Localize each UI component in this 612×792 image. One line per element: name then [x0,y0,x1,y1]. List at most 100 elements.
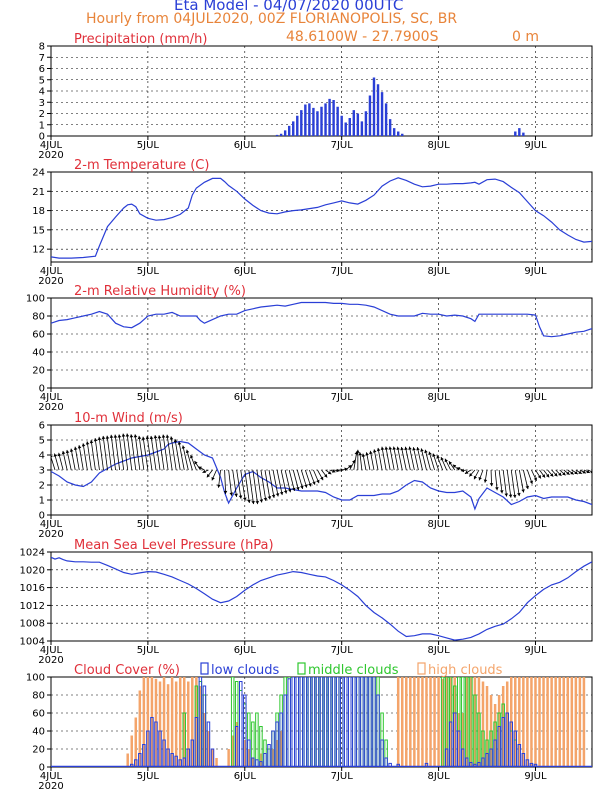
precip-bar [287,125,291,136]
wind-vector [284,469,291,493]
high-cloud-bar [465,677,469,767]
wind-arrowhead [243,497,247,501]
wind-arrowhead [582,470,586,474]
wind-vector [174,438,181,471]
high-cloud-bar [477,677,481,767]
y-tick-label: 1016 [20,583,45,594]
precip-bar [352,110,356,136]
low-cloud-bar [380,739,384,767]
wind-arrowhead [504,493,509,497]
low-cloud-bar [364,677,368,767]
y-tick-label: 1004 [20,637,45,648]
panel-data [51,677,592,767]
wind-vector [134,434,141,471]
x-tick-year: 2020 [38,150,63,161]
low-cloud-bar [372,677,376,767]
wind-vector [66,449,72,471]
wind-vector [393,446,399,471]
wind-arrowhead [525,485,530,490]
wind-arrowhead [537,475,541,479]
x-tick-label: 6JUL [234,519,257,530]
wind-vector [272,469,279,497]
wind-arrowhead [169,436,174,440]
precip-bar [316,111,319,136]
low-cloud-bar [243,694,247,767]
high-cloud-bar [497,695,501,767]
low-cloud-bar [190,739,195,767]
high-cloud-bar [142,677,146,767]
wind-vector [236,469,242,499]
middle-cloud-bar [384,739,388,767]
wind-arrowhead [332,469,336,473]
high-cloud-bar [203,713,206,767]
wind-arrowhead [292,487,296,491]
x-tick-label: 6JUL [234,392,257,403]
low-cloud-bar [505,712,509,767]
wind-vector [106,435,112,471]
panel-frame [50,551,593,642]
wind-vector [494,469,498,491]
wind-arrowhead [517,492,521,497]
wind-arrowhead [400,446,404,451]
wind-vector [122,433,129,471]
panel-5: 1004 1008 1012 1016 1020 1024 4JUL2020 5JUL 6JUL… [20,538,593,666]
panel-frame [50,171,593,263]
wind-vector [224,469,227,494]
high-cloud-bar [409,677,412,767]
wind-arrowhead [508,494,513,498]
y-tick-label: 24 [32,168,45,179]
low-cloud-bar [376,694,380,767]
low-cloud-bar [323,677,328,767]
wind-arrowhead [296,486,300,491]
low-cloud-bar [335,677,340,767]
x-tick-label: 4JUL [40,519,63,530]
high-cloud-bar [578,677,582,767]
wind-vector [268,469,275,499]
x-tick-year: 2020 [38,276,63,287]
wind-arrowhead [412,447,416,451]
wind-vector [502,469,508,497]
wind-arrowhead [424,449,428,454]
panel-title: 10-m Wind (m/s) [74,411,183,426]
middle-cloud-bar [469,677,473,767]
wind-arrowhead [369,450,373,455]
x-tick-label: 5JUL [137,771,160,782]
wind-arrowhead [444,458,448,463]
series-line [51,177,592,259]
high-cloud-bar [247,749,251,767]
high-cloud-bar [538,677,541,767]
low-cloud-bar [348,677,352,767]
wind-arrowhead [279,491,284,496]
high-cloud-bar [429,677,432,767]
high-cloud-bar [130,735,133,767]
wind-vector [420,448,427,471]
wind-arrowhead [85,441,90,445]
x-tick-label: 5JUL [137,392,160,403]
y-tick-label: 3 [39,466,45,477]
wind-arrowhead [432,453,436,457]
high-cloud-bar [405,677,408,767]
wind-vector [405,446,411,471]
low-cloud-bar [247,739,251,767]
wind-arrowhead [65,449,70,454]
wind-arrowhead [45,455,48,458]
series-line [51,301,592,338]
wind-vector [98,436,104,471]
precip-bar [275,134,279,136]
wind-vector [162,434,169,471]
low-cloud-bar [279,712,283,767]
high-cloud-bar [158,681,162,767]
low-cloud-bar [283,694,287,767]
wind-vector [82,443,88,471]
wind-vector [276,469,283,496]
low-cloud-bar [146,730,150,767]
high-cloud-bar [570,677,574,767]
middle-cloud-bar [481,730,485,767]
wind-vector [514,469,520,497]
panel-data [51,556,592,641]
wind-vector [130,434,137,471]
panel-4: 0 1 2 3 4 5 6 4JUL2020 5JUL 6JUL 7JUL 8JUL 9JUL 10-m … [38,411,593,540]
x-tick-label: 9JUL [524,392,547,403]
low-cloud-bar [138,753,142,767]
